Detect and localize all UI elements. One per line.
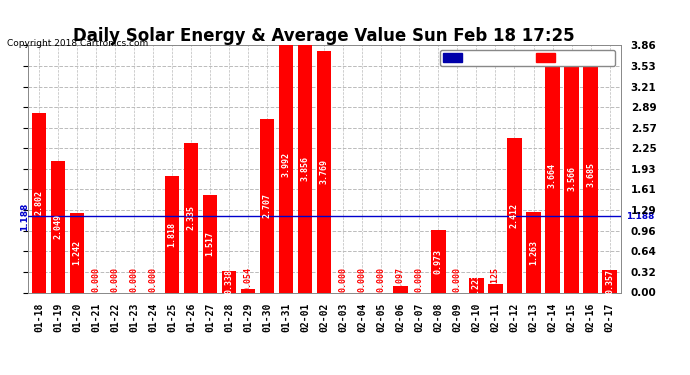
Bar [469,278,484,292]
Text: 0.000: 0.000 [415,267,424,292]
Bar [260,119,275,292]
Bar [32,113,46,292]
Text: 2.412: 2.412 [510,202,519,228]
Text: 1.263: 1.263 [529,240,538,264]
Text: 0.338: 0.338 [225,269,234,294]
Bar [584,56,598,292]
Legend: Average  ($), Daily   ($): Average ($), Daily ($) [440,50,615,66]
Bar [602,270,617,292]
Text: 2.335: 2.335 [187,205,196,230]
Text: 2.049: 2.049 [54,214,63,239]
Text: 0.097: 0.097 [396,267,405,292]
Bar [203,195,217,292]
Text: 3.566: 3.566 [567,166,576,190]
Text: 0.000: 0.000 [377,267,386,292]
Bar [489,285,502,292]
Title: Daily Solar Energy & Average Value Sun Feb 18 17:25: Daily Solar Energy & Average Value Sun F… [74,27,575,45]
Text: 0.000: 0.000 [453,267,462,292]
Text: 0.000: 0.000 [339,267,348,292]
Text: 3.992: 3.992 [282,152,290,177]
Text: 1.188: 1.188 [626,212,654,221]
Bar [51,161,65,292]
Text: 0.125: 0.125 [491,267,500,292]
Text: 3.685: 3.685 [586,162,595,187]
Bar [165,176,179,292]
Bar [241,289,255,292]
Text: 3.664: 3.664 [548,162,557,188]
Text: 1.517: 1.517 [206,231,215,256]
Text: 1.242: 1.242 [72,240,81,265]
Text: Copyright 2018 Cartronics.com: Copyright 2018 Cartronics.com [7,39,148,48]
Bar [564,64,579,292]
Text: 3.769: 3.769 [319,159,329,184]
Text: 0.973: 0.973 [434,249,443,274]
Bar [393,286,408,292]
Bar [431,230,446,292]
Bar [70,213,84,292]
Text: 0.357: 0.357 [605,268,614,294]
Bar [222,271,237,292]
Text: 0.223: 0.223 [472,273,481,298]
Text: 0.000: 0.000 [130,267,139,292]
Text: 2.802: 2.802 [34,190,43,215]
Bar [545,58,560,292]
Text: 2.707: 2.707 [263,193,272,218]
Bar [184,143,198,292]
Text: 3.856: 3.856 [301,156,310,182]
Text: 1.188: 1.188 [19,202,28,231]
Bar [317,51,331,292]
Text: 1.818: 1.818 [168,222,177,247]
Text: 0.000: 0.000 [148,267,157,292]
Bar [279,36,293,292]
Bar [507,138,522,292]
Text: 0.054: 0.054 [244,267,253,292]
Text: 0.000: 0.000 [358,267,367,292]
Text: 0.000: 0.000 [92,267,101,292]
Bar [298,45,313,292]
Bar [526,211,541,292]
Text: 0.000: 0.000 [110,267,119,292]
